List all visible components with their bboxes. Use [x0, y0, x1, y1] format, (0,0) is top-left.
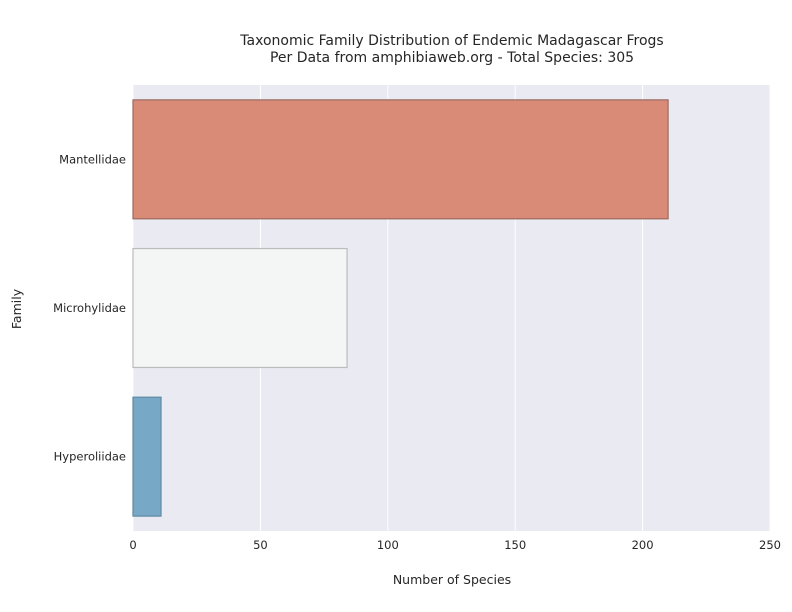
x-tick-label: 150	[504, 538, 526, 552]
bar-mantellidae	[132, 99, 669, 220]
x-ticks: 0 50 100 150 200 250	[129, 538, 781, 552]
x-axis-label: Number of Species	[393, 572, 511, 587]
y-tick-label: Mantellidae	[59, 152, 126, 166]
y-axis-label: Family	[9, 288, 24, 329]
chart-title: Taxonomic Family Distribution of Endemic…	[239, 33, 663, 49]
bar-microhylidae	[132, 247, 348, 369]
bars	[132, 99, 669, 517]
y-ticks: Mantellidae Microhylidae Hyperoliidae	[53, 152, 126, 463]
y-tick-label: Microhylidae	[53, 301, 126, 315]
chart-subtitle: Per Data from amphibiaweb.org - Total Sp…	[270, 50, 634, 66]
x-tick-label: 200	[632, 538, 654, 552]
bar-hyperoliidae	[132, 396, 162, 517]
x-tick-label: 100	[377, 538, 399, 552]
x-tick-label: 0	[129, 538, 136, 552]
x-tick-label: 50	[253, 538, 268, 552]
x-tick-label: 250	[759, 538, 781, 552]
y-tick-label: Hyperoliidae	[54, 450, 126, 464]
